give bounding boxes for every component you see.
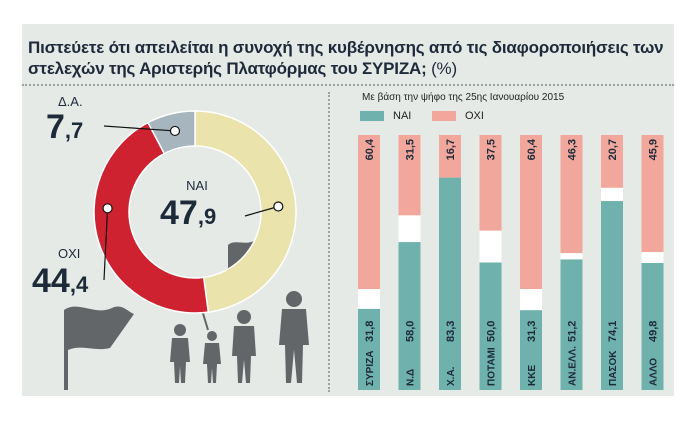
legend-label-nai: ΝΑΙ	[393, 110, 412, 122]
person-3-body	[232, 326, 256, 383]
bar-label-nai-7: 49,8	[648, 321, 660, 342]
person-1-body	[170, 338, 190, 383]
person-4-head	[286, 291, 302, 307]
bar-label-oxi-1: 31,5	[405, 139, 417, 160]
bar-category-1: Ν.Δ	[406, 369, 417, 386]
bar-nai-1	[398, 242, 421, 390]
bar-oxi-3	[479, 135, 502, 231]
section-divider	[328, 92, 330, 392]
bar-category-5: ΑΝ.ΕΛΛ.	[568, 346, 579, 386]
donut-slice-0	[194, 110, 297, 313]
bar-oxi-1	[398, 135, 421, 216]
leader-line-da	[103, 125, 176, 132]
bar-label-nai-3: 50,0	[486, 321, 498, 342]
leader-dot-2	[169, 125, 181, 137]
bar-label-oxi-5: 46,3	[567, 139, 579, 160]
person-2-head	[207, 331, 217, 341]
bar-chart: 60,4 31,8 ΣΥΡΙΖΑ 31,5 58,0 Ν.Δ 16,7 83,3 Χ.Α. 37,…	[358, 135, 664, 390]
bar-label-nai-4: 31,3	[526, 321, 538, 342]
protest-figures-illustration	[64, 234, 309, 390]
person-1-head	[174, 324, 186, 336]
bar-category-7: ΑΛΛΟ	[649, 358, 660, 386]
bar-oxi-7	[641, 135, 664, 253]
bar-chart-subtitle: Με βάση την ψήφο της 25ης Ιανουαρίου 201…	[362, 92, 565, 103]
bar-label-oxi-0: 60,4	[364, 138, 376, 160]
bar-label-oxi-7: 45,9	[648, 139, 660, 160]
bar-label-oxi-6: 20,7	[607, 139, 619, 160]
bar-nai-6	[601, 201, 623, 390]
donut-label-da: Δ.Α.	[58, 94, 83, 109]
bar-oxi-4	[520, 135, 542, 290]
legend-label-oxi: ΟΧΙ	[465, 110, 484, 122]
donut-label-no: ΟΧΙ	[58, 246, 80, 261]
bar-label-oxi-3: 37,5	[486, 139, 498, 160]
bar-oxi-2	[439, 135, 461, 178]
legend-swatch-nai	[360, 111, 384, 121]
donut-value-da: 7,7	[46, 108, 83, 146]
title-unit: (%)	[431, 59, 457, 78]
person-3-head	[237, 310, 251, 324]
leader-dot-1	[102, 203, 113, 214]
person-2-body	[203, 343, 221, 383]
bar-nai-3	[479, 262, 502, 390]
bar-nai-7	[641, 263, 664, 390]
bar-nai-2	[439, 177, 461, 390]
bar-oxi-5	[560, 135, 583, 254]
bar-category-4: ΚΚΕ	[527, 365, 538, 386]
bar-category-6: ΠΑΣΟΚ	[608, 350, 619, 386]
leader-line-no	[103, 208, 109, 281]
bar-category-0: ΣΥΡΙΖΑ	[365, 351, 376, 386]
donut-slice-1	[93, 121, 210, 314]
bar-nai-4	[520, 310, 542, 390]
bar-label-nai-2: 83,3	[445, 321, 457, 342]
bar-oxi-6	[601, 135, 623, 188]
bar-category-2: Χ.Α.	[446, 366, 457, 386]
leader-line-yes	[244, 205, 279, 217]
legend-swatch-oxi	[432, 111, 456, 121]
flag-left-icon	[64, 306, 134, 390]
bar-label-nai-0: 31,8	[364, 321, 376, 342]
bar-label-oxi-4: 60,4	[526, 138, 538, 160]
title-divider	[22, 84, 674, 86]
bar-category-3: ΠΟΤΑΜΙ	[487, 347, 498, 386]
bar-nai-5	[560, 259, 583, 390]
bar-label-nai-6: 74,1	[607, 321, 619, 342]
donut-value-yes: 47,9	[160, 194, 216, 232]
leader-dot-0	[273, 201, 284, 212]
bar-label-nai-5: 51,2	[567, 321, 579, 342]
chart-title: Πιστεύετε ότι απειλείται η συνοχή της κυ…	[28, 38, 664, 78]
bar-label-nai-1: 58,0	[405, 321, 417, 342]
donut-value-no: 44,4	[32, 262, 89, 300]
bar-label-oxi-2: 16,7	[445, 139, 457, 160]
person-4-body	[279, 309, 309, 383]
bar-oxi-0	[358, 135, 380, 290]
donut-label-yes: ΝΑΙ	[186, 178, 208, 193]
bar-nai-0	[358, 308, 380, 390]
